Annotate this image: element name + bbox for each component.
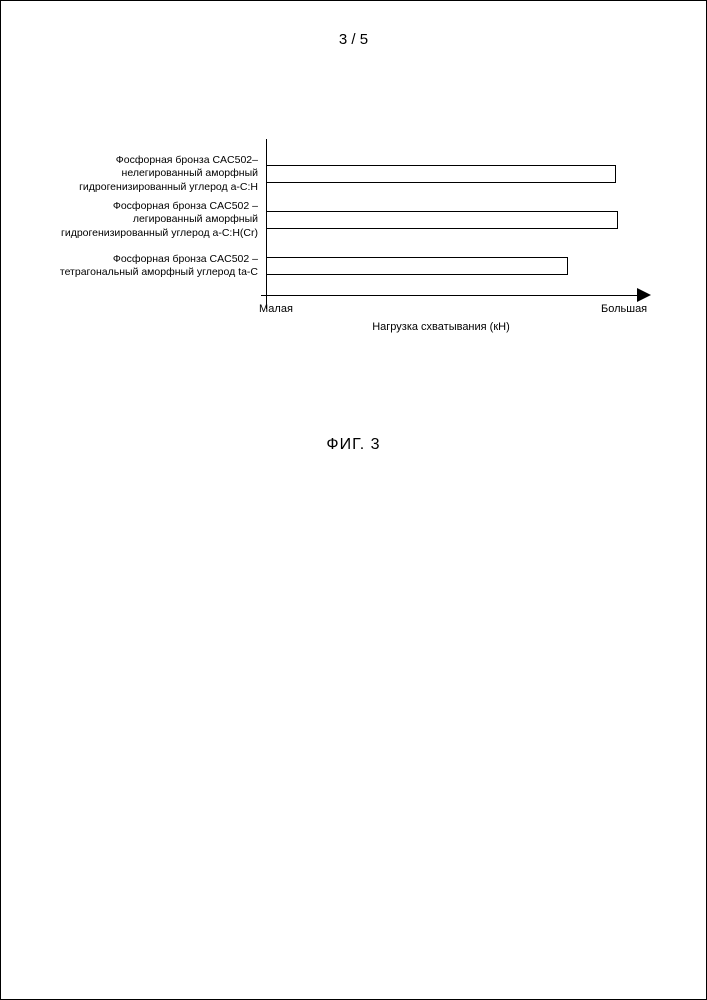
bar-track (266, 151, 626, 197)
bar-label: Фосфорная бронза CAC502 –легированный ам… (41, 200, 266, 239)
bar-track (266, 197, 626, 243)
figure-label: ФИГ. 3 (1, 436, 706, 454)
page: 3 / 5 Фосфорная бронза CAC502–нелегирова… (0, 0, 707, 1000)
x-axis: Малая Большая Нагрузка схватывания (кН) (41, 291, 661, 351)
bar-track (266, 243, 626, 289)
x-axis-max-label: Большая (601, 303, 647, 315)
x-axis-zone: Малая Большая Нагрузка схватывания (кН) (261, 291, 661, 351)
x-axis-line (261, 295, 637, 296)
x-axis-title: Нагрузка схватывания (кН) (261, 321, 621, 333)
x-axis-min-label: Малая (259, 303, 293, 315)
bar-chart: Фосфорная бронза CAC502–нелегированный а… (41, 151, 661, 361)
bar-row: Фосфорная бронза CAC502–нелегированный а… (41, 151, 661, 197)
bar-row: Фосфорная бронза CAC502 –тетрагональный … (41, 243, 661, 289)
arrow-right-icon (637, 288, 651, 302)
bar-label: Фосфорная бронза CAC502 –тетрагональный … (41, 253, 266, 279)
bar-label: Фосфорная бронза CAC502–нелегированный а… (41, 154, 266, 193)
bar-row: Фосфорная бронза CAC502 –легированный ам… (41, 197, 661, 243)
bar (266, 165, 616, 183)
bar (266, 211, 618, 229)
bar (266, 257, 568, 275)
page-number: 3 / 5 (1, 31, 706, 48)
axis-min-label-holder (41, 291, 261, 297)
